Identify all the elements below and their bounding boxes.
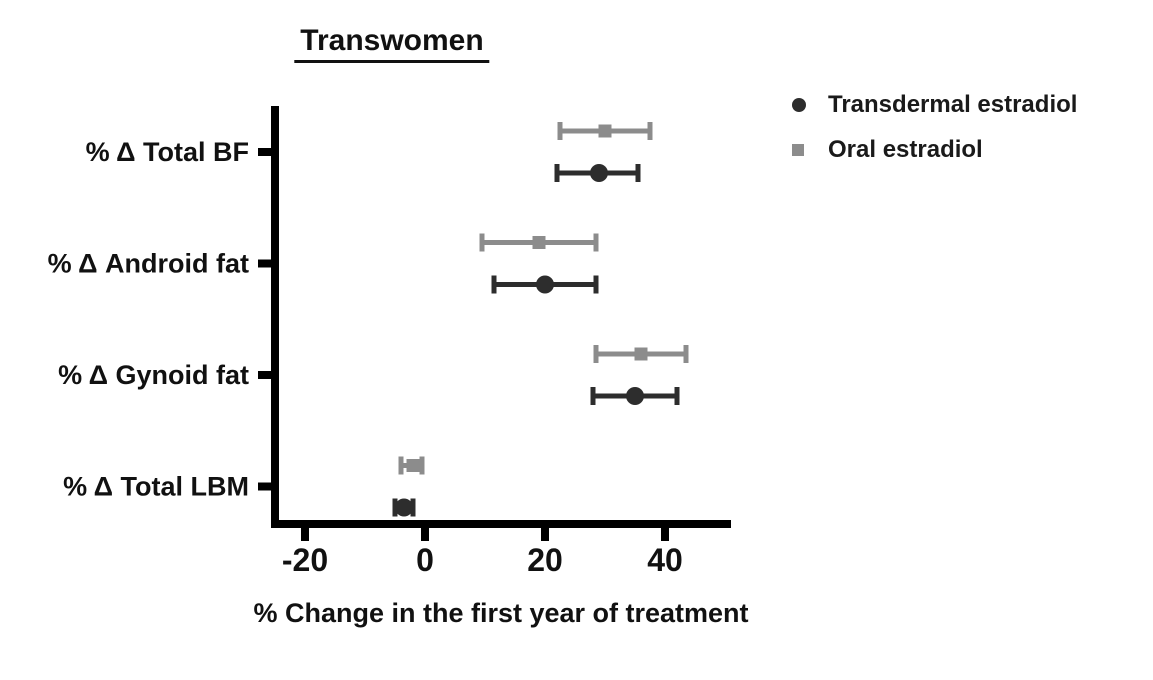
x-tick-label: -20: [282, 542, 328, 578]
legend-item-transdermal: Transdermal estradiol: [792, 82, 1077, 127]
y-tick: [258, 482, 271, 491]
x-tick: [421, 528, 429, 541]
data-point-circle: [626, 387, 644, 405]
category-label: % Δ Total LBM: [63, 472, 249, 502]
x-tick: [301, 528, 309, 541]
category-label: % Δ Android fat: [48, 249, 249, 279]
data-point-circle: [536, 275, 554, 294]
category-label: % Δ Gynoid fat: [58, 360, 249, 390]
y-tick: [258, 259, 271, 268]
legend-item-oral: Oral estradiol: [792, 127, 1077, 172]
x-axis-line: [271, 520, 731, 528]
y-tick: [258, 148, 271, 156]
x-tick-label: 40: [647, 542, 683, 578]
circle-marker-icon: [792, 97, 806, 112]
x-tick: [661, 528, 669, 541]
category-label: % Δ Total BF: [86, 137, 249, 167]
legend-label-transdermal: Transdermal estradiol: [828, 90, 1078, 118]
legend-marker-box: [792, 143, 814, 156]
chart-title: Transwomen: [294, 24, 490, 63]
square-marker-icon: [792, 143, 804, 156]
legend-marker-box: [792, 97, 814, 112]
x-axis-label: % Change in the first year of treatment: [253, 598, 749, 628]
data-point-square: [532, 236, 546, 249]
data-point-circle: [590, 164, 608, 182]
legend: Transdermal estradiol Oral estradiol: [792, 82, 1077, 172]
data-point-square: [406, 459, 420, 472]
y-tick: [258, 371, 271, 379]
x-tick-label: 20: [527, 542, 563, 578]
legend-label-oral: Oral estradiol: [828, 135, 983, 163]
data-point-square: [598, 124, 612, 138]
x-tick-label: 0: [416, 542, 434, 578]
y-axis-line: [271, 106, 279, 528]
data-point-circle: [395, 498, 413, 517]
data-point-square: [634, 347, 648, 361]
x-tick: [541, 528, 549, 541]
